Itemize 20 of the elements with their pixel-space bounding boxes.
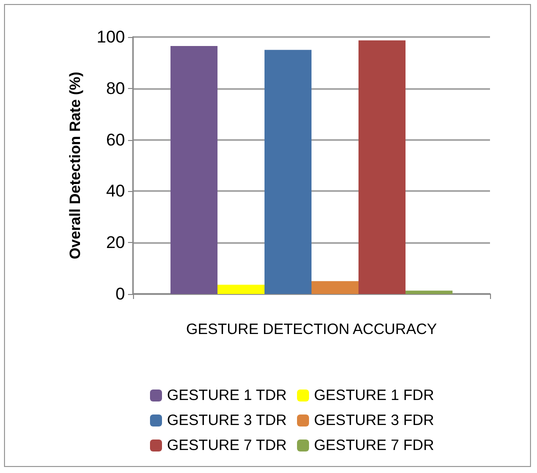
bar — [217, 284, 264, 294]
bar — [358, 40, 406, 294]
bar — [406, 290, 453, 294]
y-tick-label: 40 — [106, 182, 125, 201]
bar — [264, 50, 312, 294]
y-tick-label: 60 — [106, 130, 125, 150]
x-tick-label: GESTURE DETECTION ACCURACY — [186, 321, 437, 338]
legend-label: GESTURE 3 TDR — [167, 412, 287, 429]
legend-label: GESTURE 7 FDR — [314, 437, 434, 454]
legend-label: GESTURE 1 TDR — [167, 387, 287, 404]
bar — [170, 46, 218, 294]
legend-label: GESTURE 1 FDR — [314, 387, 434, 404]
y-tick-label: 0 — [116, 284, 125, 304]
y-axis-title: Overall Detection Rate (%) — [67, 72, 84, 260]
legend-label: GESTURE 3 FDR — [314, 412, 434, 429]
y-tick-label: 20 — [106, 233, 125, 252]
y-tick-label: 80 — [106, 78, 125, 98]
y-tick-label: 100 — [96, 28, 125, 46]
legend-label: GESTURE 7 TDR — [167, 437, 287, 454]
bar — [312, 281, 359, 294]
